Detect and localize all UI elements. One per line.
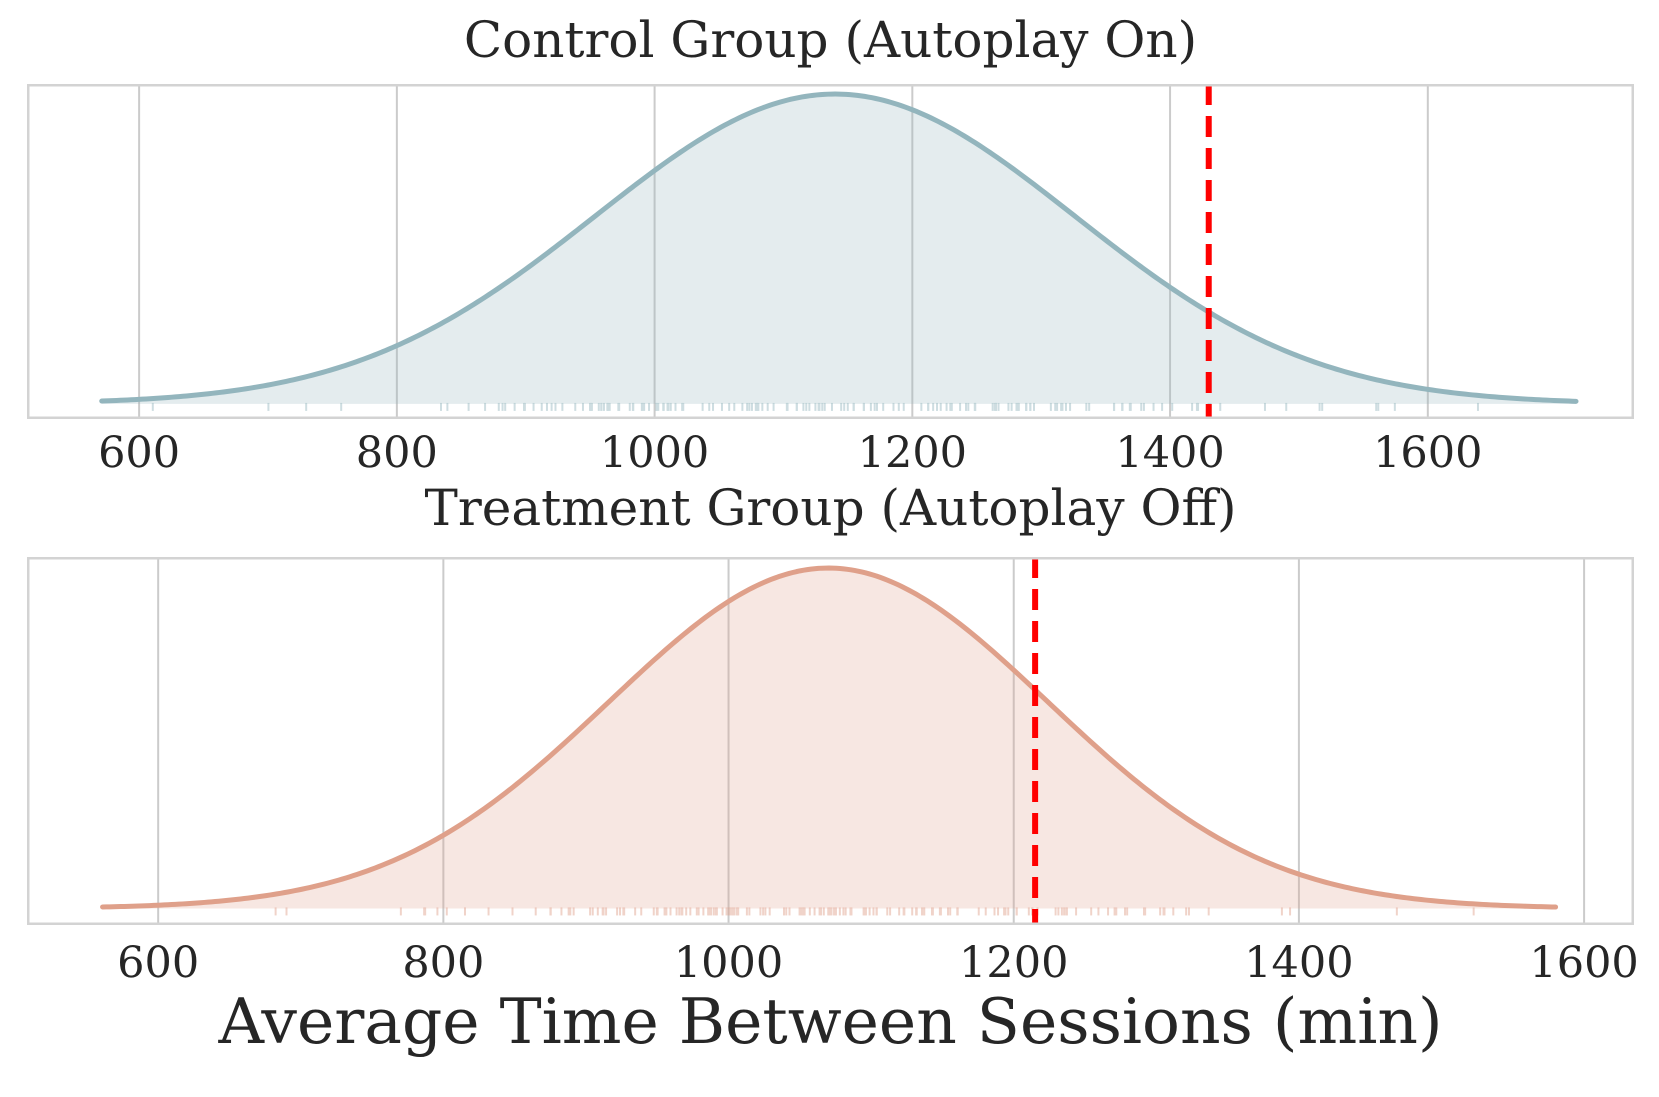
x-tick-label: 800 (402, 938, 485, 988)
plot-border (27, 84, 1634, 419)
x-tick-label: 800 (355, 428, 438, 478)
x-tick-label: 1000 (599, 428, 710, 478)
x-tick-label: 1200 (959, 938, 1069, 988)
kde-plot-control (27, 84, 1634, 419)
subplot-title-control: Control Group (Autoplay On) (463, 11, 1198, 69)
rug-marks (151, 402, 1479, 411)
rug-marks (274, 907, 1475, 916)
x-tick-label: 1400 (1244, 938, 1354, 988)
kde-plot-treatment (27, 557, 1634, 925)
x-tick-label: 1000 (673, 938, 784, 988)
kde-fill (102, 568, 1556, 909)
x-tick-label: 1200 (857, 428, 968, 478)
x-tick-label: 1600 (1373, 428, 1483, 478)
x-tick-label: 600 (117, 938, 200, 988)
kde-curve (99, 91, 1579, 404)
kde-curve (100, 565, 1559, 910)
subplot-title-treatment: Treatment Group (Autoplay Off) (424, 479, 1237, 537)
kde-fill (101, 94, 1577, 404)
x-tick-label: 1400 (1115, 428, 1225, 478)
x-tick-label: 1600 (1529, 938, 1639, 988)
x-axis-label: Average Time Between Sessions (min) (218, 985, 1443, 1058)
plot-border (27, 557, 1634, 925)
x-tick-label: 600 (98, 428, 181, 478)
